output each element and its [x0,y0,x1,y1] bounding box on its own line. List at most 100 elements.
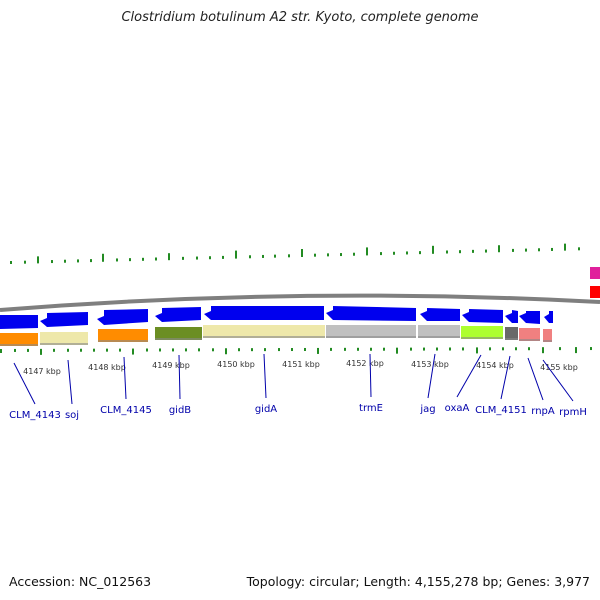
gc-content-track-upper [10,243,580,264]
gc-tick [551,247,553,251]
cds-arrow [505,310,518,323]
gene-segment [40,332,88,345]
gc-tick [340,253,342,257]
gc-tick [489,347,491,351]
gene-segment-shadow [519,339,540,341]
gc-tick [353,252,355,256]
kbp-label: 4154 kbp [476,361,514,370]
kbp-label: 4147 kbp [23,367,61,376]
gc-tick [512,248,514,252]
label-leader-line [263,353,267,399]
gc-tick [24,260,26,264]
gc-tick [251,348,253,352]
gc-tick [515,347,517,351]
gc-tick [106,348,108,352]
gc-tick [27,348,29,352]
label-leader-line [527,357,544,401]
gc-tick [51,260,53,264]
gc-tick [357,347,359,351]
gc-tick [575,347,577,354]
kbp-label: 4151 kbp [282,360,320,369]
kbp-label: 4148 kbp [88,363,126,372]
gc-tick [264,348,266,352]
gc-tick [525,248,527,252]
cds-arrow [155,307,201,322]
gc-tick [80,348,82,352]
gc-tick [262,254,264,258]
gc-tick [344,347,346,351]
gc-tick [383,347,385,351]
gc-tick [90,259,92,263]
gc-tick [249,255,251,259]
gc-tick [396,347,398,354]
gc-tick [198,348,200,352]
gc-tick [119,348,121,352]
gene-segment [505,327,518,340]
label-leader-line [427,353,436,399]
kbp-label: 4149 kbp [152,361,190,370]
gc-tick [564,243,566,251]
gc-tick [116,258,118,262]
gc-tick [0,349,2,353]
gc-tick [37,256,39,264]
gc-tick [185,348,187,352]
gene-segment-shadow [0,344,38,346]
gene-label: CLM_4151 [475,405,527,416]
gc-tick [278,348,280,352]
kbp-label: 4153 kbp [411,360,449,369]
gc-tick [301,249,303,257]
gene-labels: CLM_4143 soj CLM_4145 gidB gidA trmE jag oxaA CL… [9,353,587,421]
gene-segment-shadow [418,336,460,338]
gene-segment-shadow [203,336,325,338]
gc-tick [380,252,382,256]
gc-tick [406,251,408,255]
gc-tick [212,348,214,352]
gc-content-track-lower [0,347,592,355]
label-leader-line [500,355,511,400]
genome-backbone-arc [0,293,600,312]
gene-label: gidA [255,404,277,415]
gc-tick [590,347,592,351]
gc-tick [366,247,368,256]
gene-segment-shadow [98,340,148,342]
gene-segment [155,327,202,340]
gene-segment-shadow [461,337,503,339]
gene-color-track [0,325,552,346]
gc-tick [77,259,79,263]
gc-tick [528,347,530,351]
gc-tick [410,347,412,351]
gc-tick [476,347,478,354]
topology-label: Topology: circular; Length: 4,155,278 bp… [246,574,590,589]
gc-tick [196,256,198,260]
track-fragment-magenta [590,267,600,279]
cds-arrow [544,311,553,323]
gc-tick [102,253,104,262]
gc-tick [304,347,306,351]
cds-track [0,306,553,329]
cds-arrow [204,306,324,320]
label-leader-line [542,359,574,402]
gc-tick [423,347,425,351]
gene-label: rnpA [531,406,555,417]
gc-tick [132,348,134,355]
gene-segment [0,333,38,346]
gc-tick [129,258,131,262]
gc-tick [238,348,240,352]
gc-tick [67,348,69,352]
gene-label: CLM_4143 [9,410,61,421]
gene-label: rpmH [559,407,587,418]
label-leader-line [178,354,181,400]
gc-tick [209,256,211,260]
gene-label: jag [419,404,435,415]
gc-tick [370,347,372,351]
gc-tick [559,347,561,351]
gene-segment [519,328,540,341]
label-leader-line [456,354,482,398]
gc-tick [330,347,332,351]
gc-tick [314,253,316,257]
gc-tick [168,253,170,261]
label-leader-line [67,359,73,405]
gc-tick [222,255,224,259]
gc-tick [155,257,157,261]
gene-label: trmE [359,403,383,414]
